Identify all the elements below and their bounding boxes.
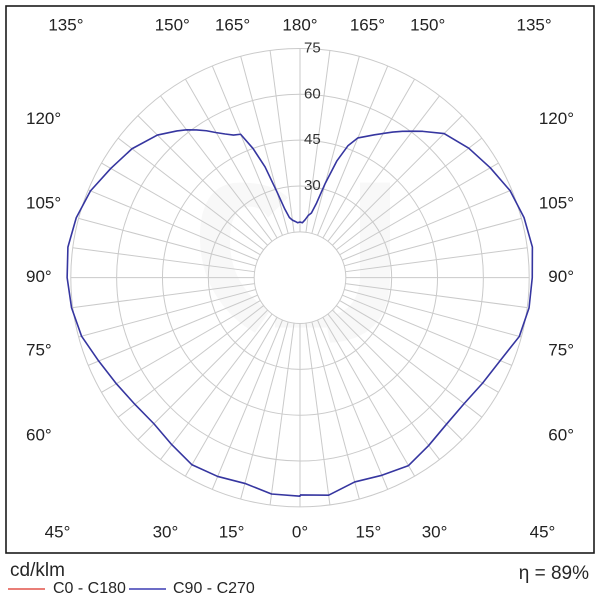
svg-text:105°: 105° (539, 194, 574, 213)
svg-text:30: 30 (304, 177, 321, 194)
svg-text:180°: 180° (282, 15, 317, 34)
svg-text:cd/klm: cd/klm (10, 560, 65, 581)
svg-text:60: 60 (304, 85, 321, 102)
svg-text:75°: 75° (548, 341, 574, 360)
svg-text:15°: 15° (356, 522, 382, 541)
svg-text:90°: 90° (548, 267, 574, 286)
svg-text:η = 89%: η = 89% (519, 563, 589, 584)
svg-text:165°: 165° (350, 15, 385, 34)
svg-text:150°: 150° (155, 15, 190, 34)
svg-text:45: 45 (304, 131, 321, 148)
svg-text:30°: 30° (153, 522, 179, 541)
svg-text:105°: 105° (26, 194, 61, 213)
svg-text:60°: 60° (548, 425, 574, 444)
svg-text:135°: 135° (48, 15, 83, 34)
svg-text:60°: 60° (26, 425, 52, 444)
svg-text:135°: 135° (516, 15, 551, 34)
svg-text:45°: 45° (530, 522, 556, 541)
svg-text:90°: 90° (26, 267, 52, 286)
svg-text:150°: 150° (410, 15, 445, 34)
svg-text:15°: 15° (219, 522, 245, 541)
svg-text:C0 - C180: C0 - C180 (53, 580, 126, 597)
svg-text:75°: 75° (26, 341, 52, 360)
svg-text:0°: 0° (292, 522, 308, 541)
svg-text:C90 - C270: C90 - C270 (173, 580, 255, 597)
svg-text:30°: 30° (422, 522, 448, 541)
svg-text:120°: 120° (539, 109, 574, 128)
svg-text:120°: 120° (26, 109, 61, 128)
svg-text:75: 75 (304, 39, 321, 56)
svg-text:45°: 45° (45, 522, 71, 541)
svg-text:165°: 165° (215, 15, 250, 34)
